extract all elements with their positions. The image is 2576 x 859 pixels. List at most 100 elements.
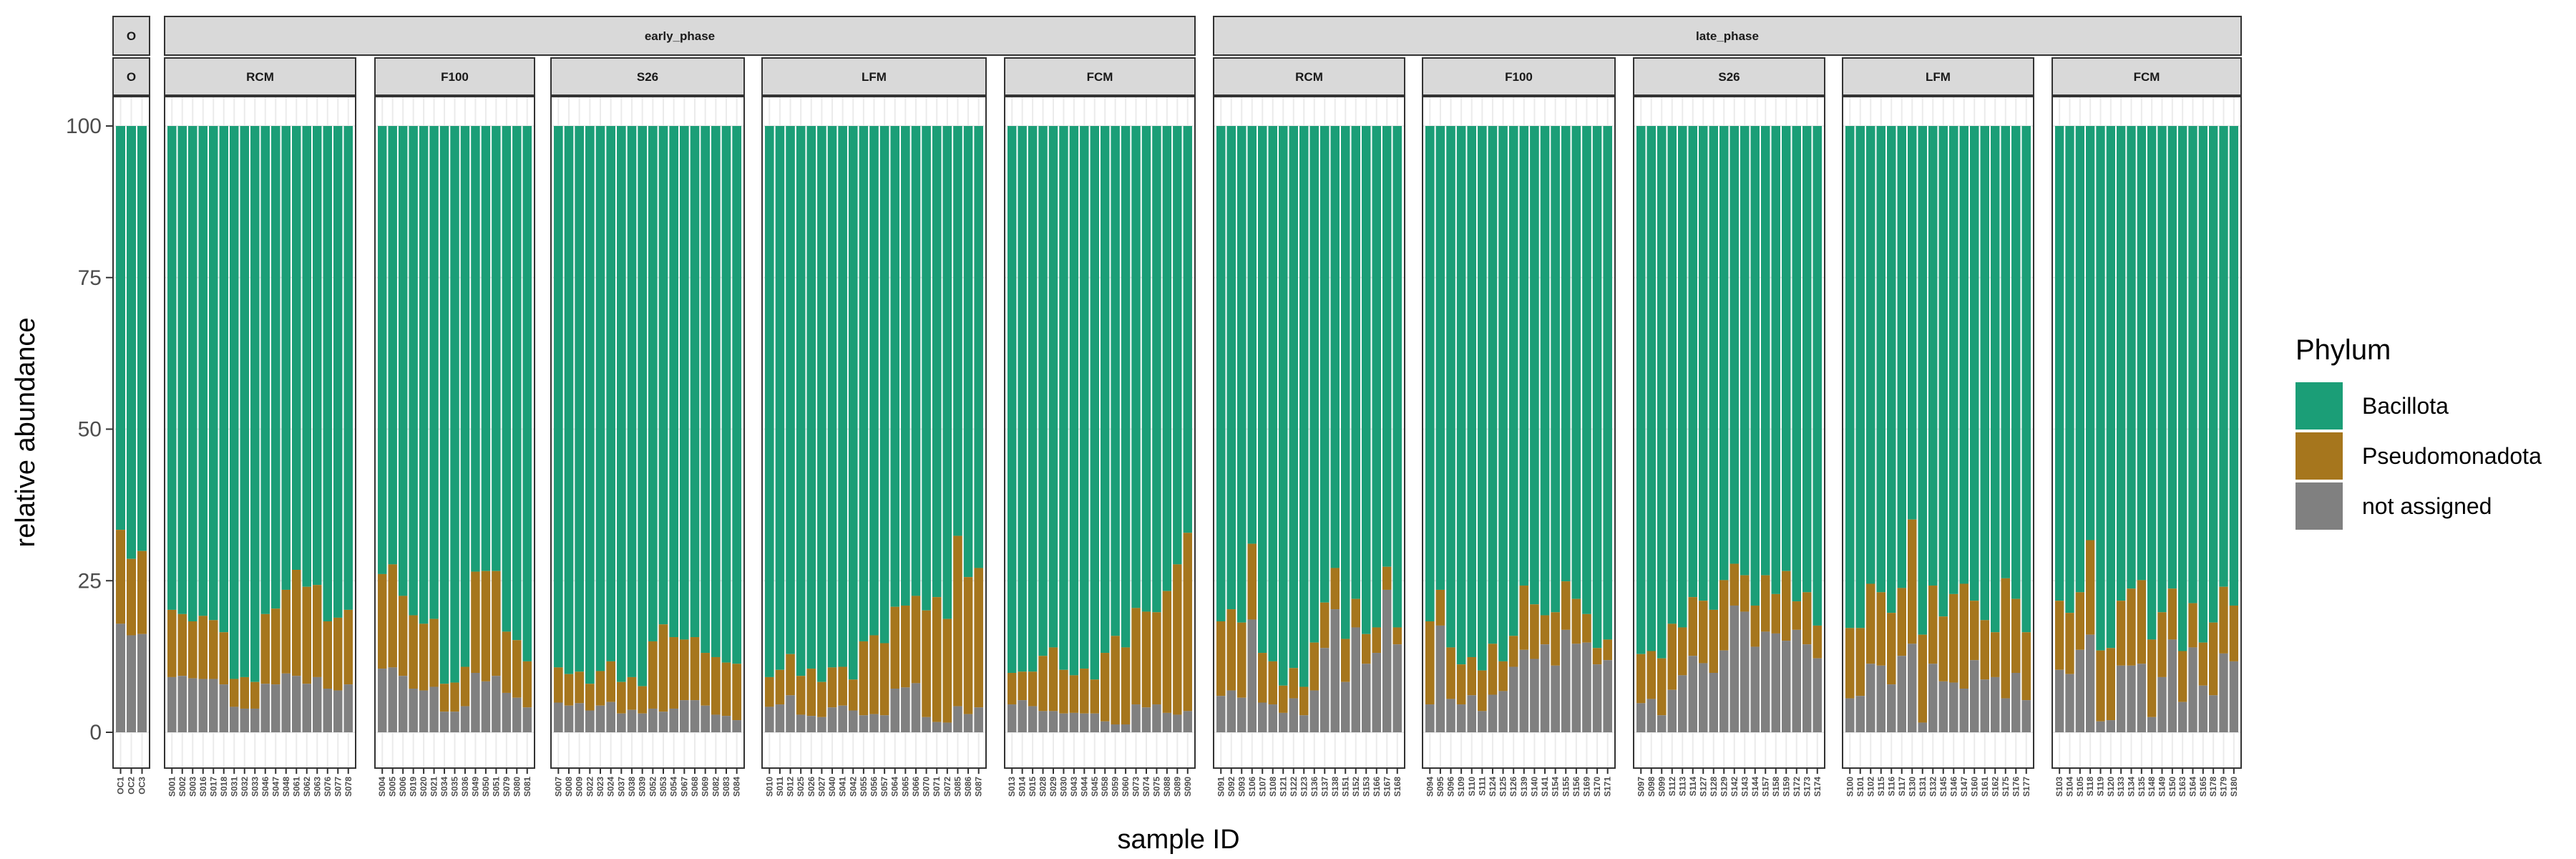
- bar-segment-bacillota: [230, 126, 239, 679]
- x-tick-label: S179: [2219, 777, 2229, 797]
- x-tick-label: S173: [1802, 777, 1812, 797]
- bar-segment-pseudomonadota: [2137, 580, 2146, 664]
- bar-segment-pseudomonadota: [2157, 612, 2167, 677]
- bar-segment-not-assigned: [879, 715, 889, 732]
- bar-segment-not-assigned: [1456, 704, 1466, 732]
- bar-segment-pseudomonadota: [1519, 586, 1529, 650]
- bar-segment-not-assigned: [1845, 698, 1855, 732]
- bar-segment-bacillota: [1699, 126, 1708, 601]
- bar-segment-pseudomonadota: [606, 661, 615, 702]
- x-tick-label: S134: [2127, 777, 2137, 797]
- x-tick-label: S168: [1392, 777, 1402, 797]
- bar-segment-bacillota: [2065, 126, 2074, 613]
- x-tick-label: S032: [240, 777, 250, 797]
- bar-segment-bacillota: [879, 126, 889, 644]
- bar-segment-pseudomonadota: [292, 570, 301, 676]
- bar-segment-bacillota: [1970, 126, 1979, 601]
- bar-segment-pseudomonadota: [450, 682, 459, 712]
- bar-segment-bacillota: [1813, 126, 1822, 626]
- x-tick-label: S037: [616, 777, 626, 797]
- bar-segment-bacillota: [775, 126, 785, 670]
- x-tick-label: S167: [1382, 777, 1392, 797]
- bar-segment-not-assigned: [2147, 717, 2157, 732]
- x-tick-label: S025: [796, 777, 806, 797]
- bar-segment-pseudomonadota: [471, 571, 480, 673]
- bar-segment-pseudomonadota: [333, 617, 343, 691]
- panel-border: [164, 96, 356, 769]
- bar-segment-not-assigned: [2065, 674, 2074, 732]
- bar-segment-not-assigned: [1028, 706, 1038, 732]
- x-tick-label: S004: [377, 777, 387, 797]
- bar-segment-pseudomonadota: [1279, 685, 1288, 713]
- bar-segment-bacillota: [1425, 126, 1435, 621]
- x-tick-label: S097: [1636, 777, 1646, 797]
- bar-segment-pseudomonadota: [786, 654, 795, 696]
- bar-segment-bacillota: [575, 126, 584, 672]
- bar-segment-bacillota: [2075, 126, 2084, 593]
- bar-segment-not-assigned: [1018, 700, 1027, 732]
- bar-segment-pseudomonadota: [711, 656, 721, 715]
- bar-segment-not-assigned: [848, 710, 858, 732]
- bar-segment-bacillota: [1141, 126, 1151, 612]
- x-tick-label: S048: [281, 777, 291, 797]
- bar-segment-not-assigned: [721, 716, 731, 732]
- bar-segment-not-assigned: [627, 709, 637, 732]
- bar-segment-bacillota: [1667, 126, 1677, 624]
- bar-segment-not-assigned: [460, 706, 470, 732]
- x-tick-label: S128: [1709, 777, 1719, 797]
- group-strip-box: [1633, 57, 1825, 96]
- bar-segment-bacillota: [1519, 126, 1529, 586]
- bar-segment-pseudomonadota: [1456, 664, 1466, 705]
- bar-segment-not-assigned: [638, 713, 647, 732]
- x-tick-label: S021: [429, 777, 439, 797]
- bar-segment-pseudomonadota: [2106, 648, 2115, 721]
- bar-segment-pseudomonadota: [409, 615, 418, 689]
- bar-segment-pseudomonadota: [765, 676, 774, 707]
- x-tick-label: S024: [606, 777, 616, 797]
- bar-segment-not-assigned: [1908, 644, 1917, 732]
- x-tick-label: S129: [1719, 777, 1729, 797]
- bar-segment-bacillota: [617, 126, 626, 682]
- bar-segment-bacillota: [869, 126, 879, 636]
- bar-segment-bacillota: [1028, 126, 1038, 672]
- x-tick-label: S135: [2137, 777, 2147, 797]
- x-tick-label: S051: [491, 777, 501, 797]
- bar-segment-not-assigned: [775, 704, 785, 732]
- x-tick-label: S147: [1959, 777, 1969, 797]
- bar-segment-bacillota: [1247, 126, 1257, 544]
- bar-segment-bacillota: [1657, 126, 1667, 659]
- x-tick-label: S178: [2208, 777, 2218, 797]
- bar-segment-not-assigned: [1530, 659, 1539, 732]
- legend-swatch: [2296, 482, 2343, 530]
- bar-segment-not-assigned: [1582, 642, 1591, 732]
- legend-label: Pseudomonadota: [2362, 443, 2542, 469]
- panel-border: [1842, 96, 2034, 769]
- bar-segment-pseudomonadota: [1719, 580, 1729, 651]
- bar-segment-pseudomonadota: [732, 664, 741, 721]
- bar-segment-bacillota: [1678, 126, 1687, 628]
- phase-strip-box: [1213, 16, 2242, 56]
- bar-segment-pseudomonadota: [2127, 588, 2136, 666]
- bar-segment-bacillota: [2021, 126, 2031, 633]
- bar-segment-pseudomonadota: [2178, 651, 2187, 702]
- bar-segment-not-assigned: [1320, 648, 1330, 732]
- bar-segment-not-assigned: [2209, 695, 2218, 732]
- group-strip-box: [550, 57, 745, 96]
- bar-segment-bacillota: [177, 126, 187, 614]
- bar-segment-bacillota: [901, 126, 910, 606]
- bar-segment-not-assigned: [1111, 724, 1120, 732]
- bar-segment-pseudomonadota: [1351, 598, 1360, 628]
- bar-segment-pseudomonadota: [879, 643, 889, 716]
- x-tick-label: S023: [595, 777, 605, 797]
- bar-segment-pseudomonadota: [1173, 564, 1182, 715]
- x-tick-label: S006: [398, 777, 408, 797]
- bar-segment-pseudomonadota: [1646, 651, 1656, 699]
- x-tick-label: S141: [1540, 777, 1550, 797]
- bar-segment-not-assigned: [116, 623, 125, 732]
- x-tick-label: S121: [1278, 777, 1288, 797]
- bar-segment-not-assigned: [1678, 675, 1687, 732]
- bar-segment-pseudomonadota: [1435, 589, 1445, 626]
- bar-segment-pseudomonadota: [188, 621, 197, 679]
- bar-segment-not-assigned: [732, 720, 741, 732]
